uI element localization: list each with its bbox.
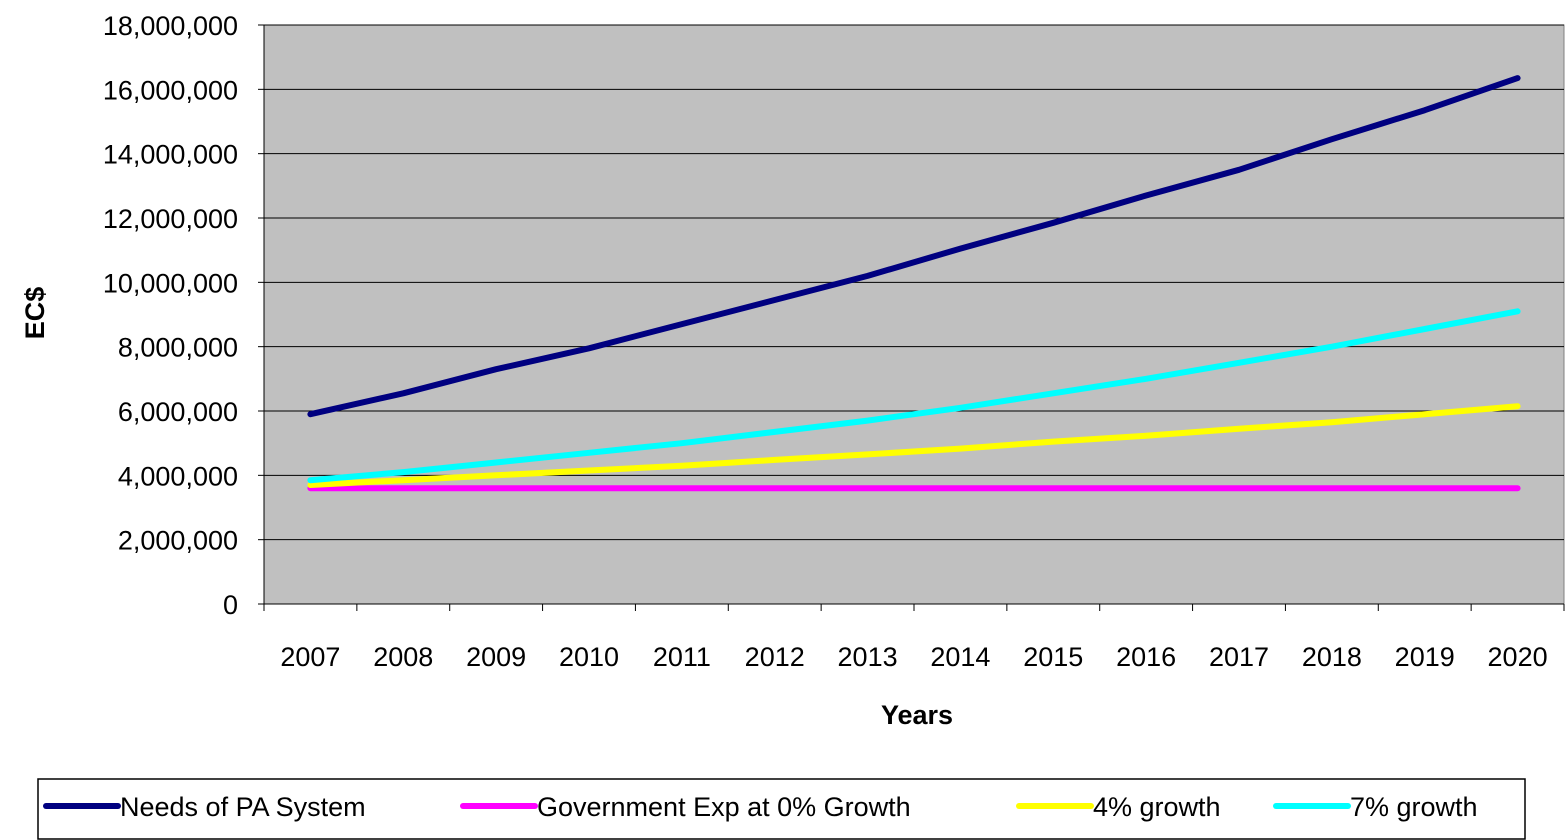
y-tick-label: 6,000,000 (118, 397, 238, 427)
x-tick-label: 2014 (930, 642, 990, 672)
series-line-7-growth (307, 308, 1521, 484)
series-lines (307, 75, 1521, 492)
y-tick-label: 18,000,000 (103, 11, 238, 41)
y-tick-label: 0 (223, 590, 238, 620)
plot-area (263, 24, 1565, 605)
y-tick-label: 4,000,000 (118, 461, 238, 491)
legend-label-7-growth: 7% growth (1350, 792, 1478, 822)
legend-items: Needs of PA System Government Exp at 0% G… (43, 792, 1478, 822)
x-tick-label: 2007 (280, 642, 340, 672)
axes (258, 24, 1565, 611)
x-tick-label: 2012 (745, 642, 805, 672)
y-tick-label: 2,000,000 (118, 526, 238, 556)
y-tick-label: 16,000,000 (103, 75, 238, 105)
x-axis-title: Years (881, 700, 953, 730)
legend: Needs of PA System Government Exp at 0% G… (37, 778, 1526, 840)
x-tick-label: 2016 (1116, 642, 1176, 672)
series-line-4-growth (307, 403, 1521, 488)
legend-label-4-growth: 4% growth (1093, 792, 1221, 822)
x-tick-label: 2011 (653, 642, 711, 672)
legend-label-government-exp-at-0-growth: Government Exp at 0% Growth (537, 792, 911, 822)
x-tick-label: 2013 (838, 642, 898, 672)
x-tick-label: 2017 (1209, 642, 1269, 672)
legend-label-needs-of-pa-system: Needs of PA System (120, 792, 366, 822)
x-tick-label: 2015 (1023, 642, 1083, 672)
y-axis-title: EC$ (20, 287, 50, 340)
y-tick-label: 12,000,000 (103, 204, 238, 234)
x-tick-label: 2018 (1302, 642, 1362, 672)
series-line-needs-of-pa-system (307, 75, 1521, 418)
y-tick-label: 8,000,000 (118, 333, 238, 363)
x-tick-label: 2008 (373, 642, 433, 672)
x-tick-label: 2009 (466, 642, 526, 672)
y-tick-label: 14,000,000 (103, 140, 238, 170)
x-tick-label: 2010 (559, 642, 619, 672)
y-tick-labels: 0 2,000,000 4,000,000 6,000,000 8,000,000 10,… (103, 11, 238, 620)
x-tick-label: 2019 (1395, 642, 1455, 672)
x-tick-labels: 2007 2008 2009 2010 2011 2012 2013 2014 2015 2016… (280, 642, 1547, 672)
x-tick-label: 2020 (1488, 642, 1548, 672)
y-tick-label: 10,000,000 (103, 268, 238, 298)
